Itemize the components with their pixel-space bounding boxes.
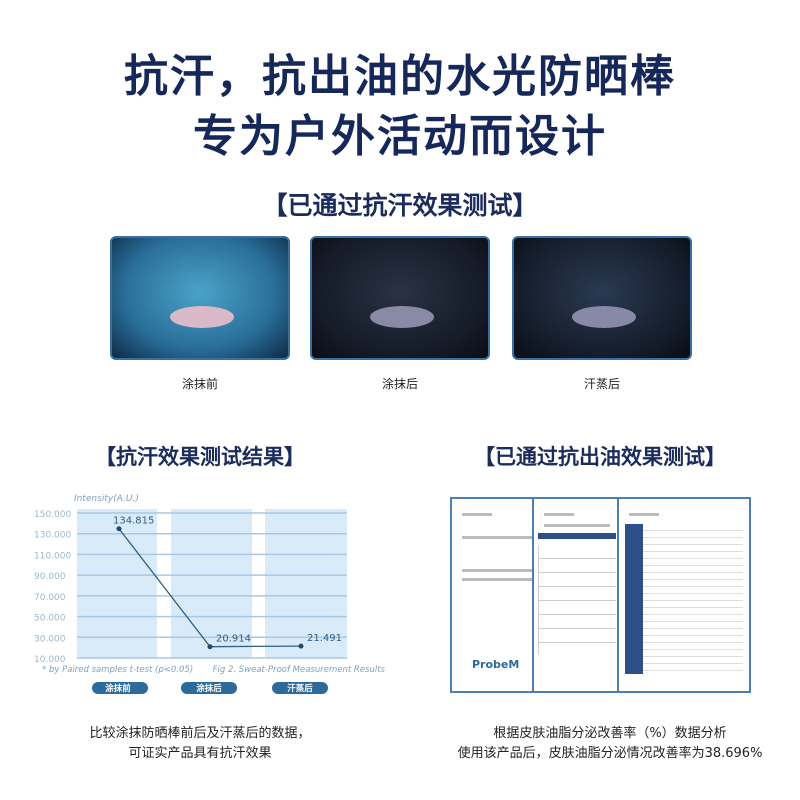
photo-after-sauna	[512, 236, 692, 360]
data-point	[207, 644, 213, 650]
sweat-test-title: 【已通过抗汗效果测试】	[262, 191, 538, 220]
y-tick-label: 130.000	[34, 531, 71, 541]
sweat-chart: 150.000 130.000 110.000 90.000 70.000 50.000 3…	[34, 494, 386, 694]
category-pill	[272, 682, 328, 694]
y-tick-label: 70.000	[34, 593, 66, 603]
caption-before: 涂抹前	[181, 377, 218, 391]
oil-test-title: 【已通过抗出油效果测试】	[474, 445, 726, 469]
data-point	[298, 643, 304, 649]
chart-band	[77, 509, 157, 658]
y-tick-label: 50.000	[34, 614, 66, 624]
category-pill	[92, 682, 148, 694]
sweat-note-2: 可证实产品具有抗汗效果	[128, 746, 272, 761]
sweat-note-1: 比较涂抹防晒棒前后及汗蒸后的数据，	[89, 726, 311, 741]
y-tick-label: 30.000	[34, 634, 66, 644]
y-tick-label: 90.000	[34, 572, 66, 582]
caption-after-apply: 涂抹后	[381, 377, 418, 391]
y-axis-label: Intensity(A.U.)	[74, 494, 139, 504]
sweat-result-title: 【抗汗效果测试结果】	[95, 445, 305, 469]
data-label: 21.491	[307, 633, 342, 644]
report-page-2	[532, 497, 622, 693]
probe-logo: ProbeM	[472, 658, 520, 671]
caption-after-sauna: 汗蒸后	[583, 377, 620, 391]
y-tick-label: 10.000	[34, 655, 66, 665]
headline-line1: 抗汗，抗出油的水光防晒棒	[124, 51, 676, 102]
data-label: 134.815	[113, 516, 154, 527]
category-label: 涂抹后	[196, 683, 222, 694]
oil-note-2: 使用该产品后，皮肤油脂分泌情况改善率为38.696%	[457, 746, 763, 761]
chart-caption: Fig 2. Sweat-Proof Measurement Results	[213, 665, 386, 675]
category-label: 涂抹前	[105, 683, 131, 694]
headline-line2: 专为户外活动而设计	[193, 111, 607, 162]
chart-footnote: * by Paired samples t-test (p<0.05)	[42, 665, 193, 675]
data-label: 20.914	[216, 634, 251, 645]
y-tick-label: 110.000	[34, 551, 71, 561]
photo-before	[110, 236, 290, 360]
report-page-3	[617, 497, 751, 693]
y-tick-label: 150.000	[34, 510, 71, 520]
oil-note-1: 根据皮肤油脂分泌改善率（%）数据分析	[493, 726, 727, 741]
category-pill	[181, 682, 237, 694]
data-point	[116, 526, 122, 532]
photo-after-apply	[310, 236, 490, 360]
category-label: 汗蒸后	[287, 683, 313, 694]
